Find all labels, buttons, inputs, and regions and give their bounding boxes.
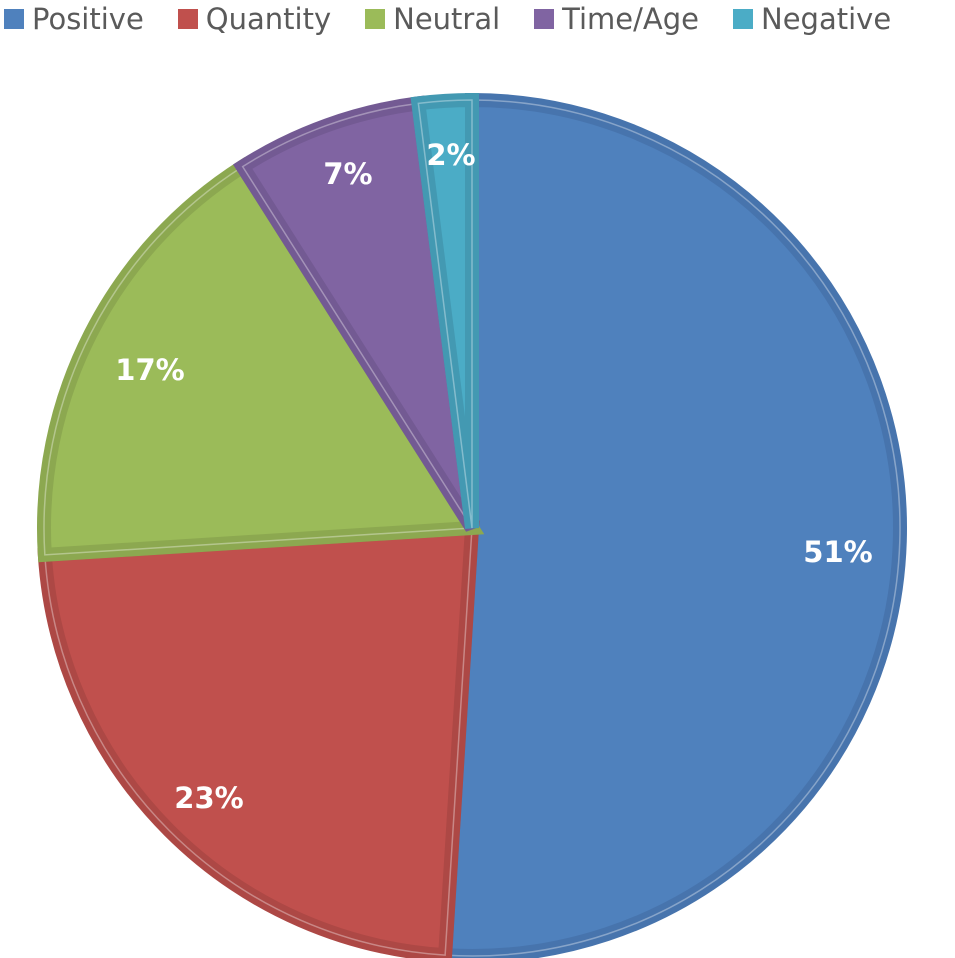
legend-swatch-positive [4, 9, 24, 29]
data-label-neutral: 17% [115, 353, 184, 387]
pie-slice-time-age [233, 95, 479, 532]
legend-item-neutral: Neutral [365, 1, 501, 36]
pie-slice-separator [444, 99, 901, 957]
pie-slice-positive [437, 92, 907, 958]
pie-slice-negative [410, 92, 479, 529]
legend-label-positive: Positive [32, 1, 144, 36]
data-label-time-age: 7% [323, 157, 372, 191]
pie-slice-separator [44, 527, 473, 956]
data-label-positive: 51% [803, 535, 872, 569]
legend-label-neutral: Neutral [393, 1, 501, 36]
legend-label-negative: Negative [761, 1, 892, 36]
pie-slices [37, 92, 907, 958]
legend-label-quantity: Quantity [205, 1, 332, 36]
pie-data-labels: 51% 23% 17% 7% 2% [115, 138, 872, 815]
pie-slice-neutral [37, 156, 485, 563]
legend-swatch-negative [733, 9, 754, 29]
chart-legend: Positive Quantity Neutral Time/Age Negat… [0, 0, 955, 38]
data-label-quantity: 23% [174, 781, 243, 815]
pie-slice-quantity [37, 520, 480, 958]
data-label-negative: 2% [426, 138, 475, 172]
legend-label-time-age: Time/Age [562, 1, 700, 36]
pie-slice-separator [417, 99, 473, 529]
legend-swatch-quantity [177, 9, 198, 29]
legend-swatch-neutral [365, 9, 386, 29]
legend-item-quantity: Quantity [177, 1, 332, 36]
pie-slice-separator [241, 102, 473, 529]
legend-swatch-time-age [534, 9, 555, 29]
pie-slice-separator [43, 165, 474, 556]
legend-item-time-age: Time/Age [534, 1, 700, 36]
legend-item-negative: Negative [733, 1, 892, 36]
legend-item-positive: Positive [4, 1, 144, 36]
